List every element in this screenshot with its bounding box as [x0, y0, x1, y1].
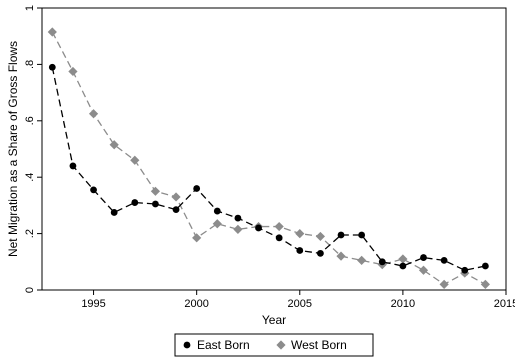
y-axis-title: Net Migration as a Share of Gross Flows [6, 41, 20, 257]
point-west-born-2011 [418, 265, 429, 275]
point-west-born-2004 [274, 221, 284, 232]
point-west-born-2005 [295, 229, 305, 239]
point-west-born-1998 [150, 186, 161, 196]
legend-item-east-born: East Born [183, 338, 250, 352]
x-tick-label-1995: 1995 [81, 298, 105, 310]
point-west-born-1999 [171, 192, 181, 202]
point-east-born-1998 [152, 200, 159, 208]
x-tick-label-2010: 2010 [391, 298, 415, 310]
series-east-born [48, 63, 489, 274]
point-west-born-2000 [192, 233, 202, 243]
point-west-born-1993 [47, 27, 57, 37]
point-west-born-2006 [315, 231, 325, 242]
y-tick-label-1: 1 [24, 5, 36, 11]
series-layer [47, 27, 490, 289]
point-west-born-2012 [439, 279, 449, 289]
point-east-born-2002 [234, 214, 242, 222]
point-west-born-1994 [68, 66, 78, 77]
x-axis: 1995 2000 2005 2010 2015 [81, 290, 515, 310]
point-east-born-2014 [481, 262, 489, 270]
point-east-born-2005 [296, 247, 304, 254]
point-east-born-2001 [213, 207, 221, 215]
x-tick-label-2000: 2000 [184, 298, 208, 310]
point-east-born-2003 [255, 224, 262, 232]
point-west-born-2002 [233, 224, 243, 234]
series-line-west-born [51, 31, 486, 286]
legend: East Born West Born [174, 333, 374, 357]
point-east-born-1999 [172, 206, 180, 214]
point-west-born-1996 [109, 140, 119, 150]
x-axis-title: Year [262, 313, 286, 327]
point-east-born-1995 [90, 186, 97, 194]
plot-area-frame [41, 7, 507, 291]
legend-marker-west-born [276, 340, 286, 350]
x-tick-label-2005: 2005 [288, 298, 312, 310]
point-west-born-2010 [398, 254, 408, 264]
point-west-born-2001 [212, 219, 222, 229]
point-east-born-1996 [110, 209, 118, 216]
y-tick-label-0.8: .8 [24, 60, 36, 69]
point-west-born-1995 [88, 109, 99, 119]
y-axis: 0 .2 .4 .6 .8 1 [24, 5, 42, 293]
series-line-east-born [51, 67, 486, 271]
legend-item-west-born: West Born [276, 338, 347, 352]
point-east-born-1994 [69, 162, 77, 170]
point-west-born-1997 [130, 155, 140, 165]
point-east-born-2011 [420, 254, 427, 261]
y-tick-label-0: 0 [24, 287, 36, 293]
legend-marker-east-born [183, 341, 191, 349]
y-tick-label-0.6: .6 [24, 116, 36, 125]
point-east-born-2010 [399, 262, 407, 270]
legend-label-east-born: East Born [197, 338, 250, 352]
point-west-born-2008 [357, 255, 367, 265]
legend-box [174, 333, 374, 357]
point-east-born-2008 [358, 231, 366, 239]
point-east-born-1993 [48, 63, 56, 71]
point-east-born-2006 [317, 249, 324, 257]
legend-label-west-born: West Born [291, 338, 347, 352]
y-tick-label-0.2: .2 [24, 229, 36, 238]
point-west-born-2007 [336, 251, 346, 261]
point-east-born-1997 [131, 199, 139, 206]
point-east-born-2004 [275, 234, 283, 242]
point-east-born-2009 [378, 258, 386, 266]
y-tick-label-0.4: .4 [24, 173, 36, 182]
point-east-born-2000 [193, 185, 201, 192]
x-tick-label-2015: 2015 [494, 298, 515, 310]
point-east-born-2007 [337, 231, 345, 239]
point-west-born-2014 [480, 279, 490, 289]
point-east-born-2013 [461, 266, 469, 274]
point-east-born-2012 [440, 256, 448, 264]
